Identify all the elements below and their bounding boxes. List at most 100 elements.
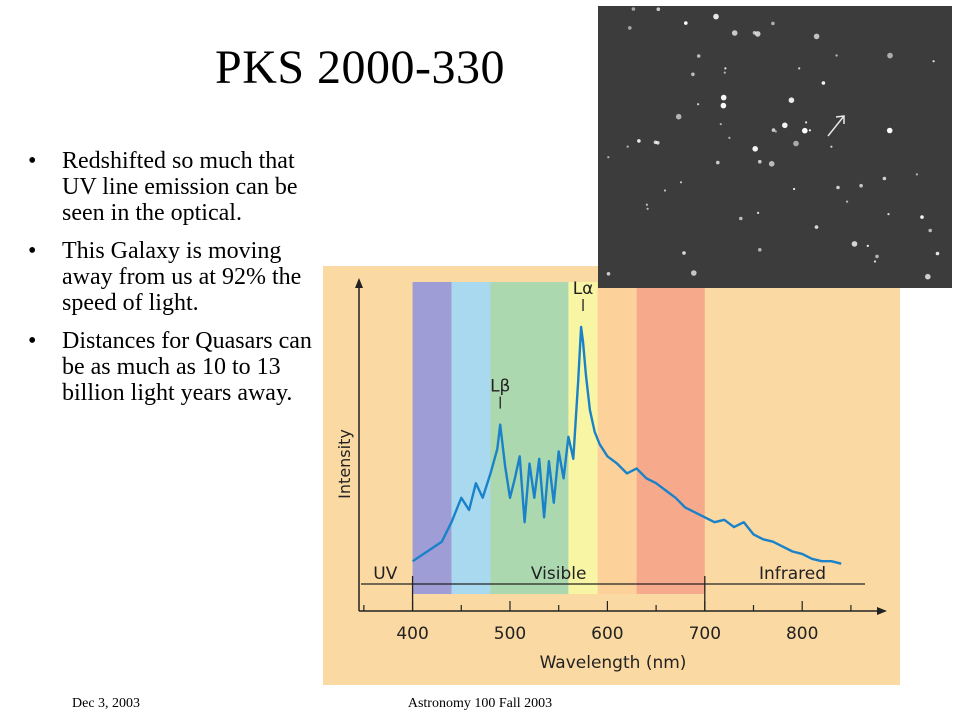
star [887, 52, 893, 59]
star [720, 102, 727, 109]
star [846, 200, 849, 203]
star [607, 156, 610, 159]
star [774, 130, 777, 133]
star [606, 272, 611, 276]
star [873, 260, 877, 263]
star [626, 145, 629, 148]
star [814, 225, 819, 229]
region-label-visible: Visible [531, 564, 587, 584]
x-axis-arrowhead [877, 607, 887, 615]
star [631, 7, 636, 11]
y-axis-label: Intensity [335, 429, 354, 499]
star [882, 176, 887, 181]
star [788, 97, 795, 103]
star [754, 31, 761, 37]
star [920, 215, 924, 219]
star [697, 103, 700, 106]
star [713, 13, 719, 20]
spectrum-series-line [411, 325, 842, 565]
x-tick-label: 600 [591, 624, 623, 644]
star [720, 94, 727, 101]
star [771, 21, 775, 26]
star [728, 136, 731, 139]
star [653, 140, 658, 145]
quasar-sky-photo [598, 6, 952, 288]
star [830, 145, 833, 148]
star [637, 139, 641, 143]
star [768, 161, 775, 167]
star [875, 254, 879, 259]
arrow-up-right-icon [827, 115, 845, 137]
star [802, 127, 808, 134]
y-axis-arrowhead [355, 278, 363, 288]
star [696, 54, 701, 58]
bullet-list: Redshifted so much that UV line emission… [26, 148, 326, 418]
star [752, 31, 757, 35]
spectrum-band-4 [597, 282, 637, 594]
annotation-label-0: Lα [573, 279, 594, 299]
spectrum-band-3 [568, 282, 598, 594]
star [684, 21, 688, 25]
bullet-distance: Distances for Quasars can be as much as … [26, 328, 326, 406]
star-field [606, 7, 940, 280]
star [731, 30, 738, 36]
spectrum-band-0 [412, 282, 452, 594]
spectrum-band-1 [451, 282, 491, 594]
star [925, 273, 931, 280]
star [836, 185, 840, 190]
star [771, 128, 776, 132]
spectrum-band-2 [490, 282, 569, 594]
star [859, 183, 863, 188]
star [835, 54, 838, 57]
star [928, 228, 932, 233]
star [675, 113, 682, 120]
x-axis-label: Wavelength (nm) [540, 653, 687, 673]
star [691, 72, 695, 77]
star [798, 67, 801, 70]
star [739, 216, 743, 221]
x-tick-label: 400 [396, 624, 428, 644]
star [887, 213, 890, 216]
star [758, 159, 762, 164]
x-tick-label: 500 [494, 624, 526, 644]
star [932, 60, 935, 63]
region-label-uv: UV [373, 564, 397, 584]
x-tick-label: 700 [689, 624, 721, 644]
star [716, 160, 720, 165]
star [851, 241, 858, 247]
star [808, 129, 811, 132]
star [866, 244, 869, 247]
star [682, 251, 686, 255]
spectrum-chart: 400 500 600 700 800 UV Visible Infrared Intensit… [323, 266, 900, 685]
star [886, 127, 893, 134]
star [782, 122, 788, 129]
star [793, 140, 799, 147]
star [646, 207, 649, 210]
star [757, 211, 760, 214]
star [723, 71, 726, 74]
star [719, 123, 722, 126]
star [679, 181, 683, 184]
star [758, 248, 762, 252]
star [691, 270, 697, 276]
star [935, 251, 940, 256]
bullet-speed: This Galaxy is moving away from us at 92… [26, 238, 326, 316]
star [793, 187, 796, 191]
region-label-infrared: Infrared [759, 564, 826, 584]
star [752, 146, 758, 152]
annotation-label-1: Lβ [490, 377, 510, 397]
bullet-redshift: Redshifted so much that UV line emission… [26, 148, 326, 226]
photo-background [598, 6, 952, 288]
star [915, 173, 918, 176]
footer-course: Astronomy 100 Fall 2003 [407, 696, 553, 711]
star [813, 33, 820, 40]
x-tick-label: 800 [786, 624, 818, 644]
footer-date: Dec 3, 2003 [72, 696, 141, 711]
spectrum-band-5 [636, 282, 705, 594]
star [821, 81, 826, 85]
star [656, 7, 661, 11]
star [645, 203, 648, 206]
star [805, 121, 808, 124]
star [663, 189, 667, 192]
star [628, 26, 632, 30]
